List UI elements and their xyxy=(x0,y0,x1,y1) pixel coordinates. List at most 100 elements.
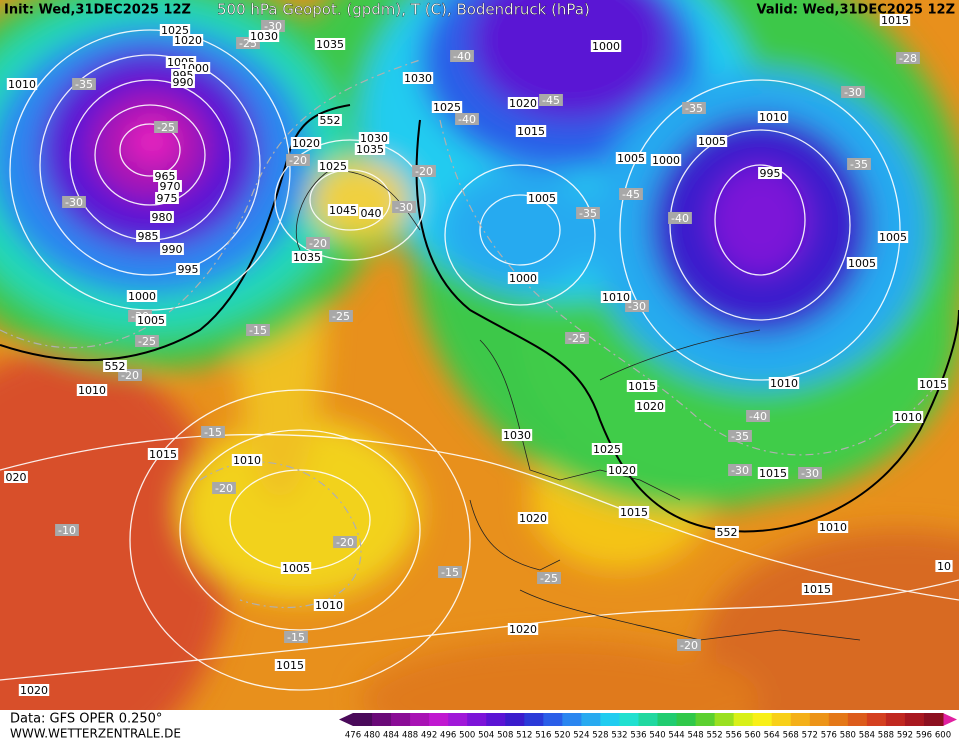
colorbar-swatch xyxy=(562,713,582,726)
pressure-label: 1015 xyxy=(149,448,177,461)
temperature-label: -25 xyxy=(332,310,350,323)
pressure-label-box xyxy=(507,623,539,635)
pressure-label-box xyxy=(176,263,200,275)
valid-time: Valid: Wed,31DEC2025 12Z xyxy=(756,3,955,18)
pressure-label-box xyxy=(313,599,345,611)
colorbar-swatch xyxy=(904,713,925,726)
colorbar-label: 520 xyxy=(554,731,570,741)
pressure-label-box xyxy=(231,454,263,466)
temperature-label: -40 xyxy=(453,50,471,63)
pressure-label: 1005 xyxy=(848,257,876,270)
pressure-label-box xyxy=(153,170,177,182)
temperature-label: -35 xyxy=(731,430,749,443)
pressure-label: 1005 xyxy=(617,152,645,165)
pressure-label: 1020 xyxy=(509,623,537,636)
pressure-label: 980 xyxy=(152,211,173,224)
temperature-label-box xyxy=(154,121,178,133)
colorbar-label: 528 xyxy=(592,731,608,741)
isoline-label: 552 xyxy=(105,360,126,373)
pressure-label-box xyxy=(274,659,306,671)
pressure-label-box xyxy=(758,167,782,179)
pressure-label: 990 xyxy=(173,76,194,89)
temperature-label-box xyxy=(682,102,706,114)
colorbar-label: 588 xyxy=(878,731,894,741)
colorbar-label: 552 xyxy=(706,731,722,741)
temperature-label-box xyxy=(333,536,357,548)
temperature-label: -45 xyxy=(622,188,640,201)
temperature-label: -20 xyxy=(121,369,139,382)
temperature-label: -20 xyxy=(309,237,327,250)
pressure-label: 1010 xyxy=(819,521,847,534)
colorbar-swatch xyxy=(372,713,392,726)
pressure-label-box xyxy=(314,38,346,50)
pressure-label-box xyxy=(501,429,533,441)
pressure-label: 1035 xyxy=(293,251,321,264)
colorbar-swatch xyxy=(600,713,620,726)
temperature-label: -20 xyxy=(336,536,354,549)
pressure-label: 1015 xyxy=(881,14,909,27)
pressure-label-box xyxy=(801,583,833,595)
temperature-label-box xyxy=(565,332,589,344)
temperature-label-box xyxy=(62,196,86,208)
colorbar-label: 512 xyxy=(516,731,532,741)
temperature-label: -20 xyxy=(415,165,433,178)
coastlines xyxy=(296,169,861,641)
colorbar-label: 584 xyxy=(859,731,875,741)
colorbar-swatch xyxy=(429,713,449,726)
pressure-label-box xyxy=(76,384,108,396)
pressure-label: 1015 xyxy=(628,380,656,393)
temperature-label: -15 xyxy=(204,426,222,439)
pressure-label-box xyxy=(431,101,463,113)
pressure-label-box xyxy=(650,154,682,166)
pressure-label-box xyxy=(877,231,909,243)
pressure-label-box xyxy=(618,506,650,518)
colorbar-swatch xyxy=(847,713,868,726)
pressure-label: 965 xyxy=(155,170,176,183)
pressure-label: 1020 xyxy=(174,34,202,47)
colorbar-swatch xyxy=(353,713,373,726)
temperature-label-box xyxy=(455,113,479,125)
colorbar-label: 524 xyxy=(573,731,589,741)
pressure-label-box xyxy=(280,562,312,574)
pressure-label: 1000 xyxy=(592,40,620,53)
pressure-label-box xyxy=(507,272,539,284)
temperature-label-box xyxy=(261,20,285,32)
temperature-label-box xyxy=(412,165,436,177)
pressure-label: 1030 xyxy=(250,30,278,43)
colorbar-swatch xyxy=(448,713,468,726)
pressure-label: 1015 xyxy=(803,583,831,596)
temperature-label-box xyxy=(392,201,416,213)
colorbar-swatch xyxy=(771,713,792,726)
temperature-label-box xyxy=(537,572,561,584)
pressure-label-box xyxy=(591,443,623,455)
init-time: Init: Wed,31DEC2025 12Z xyxy=(4,3,191,18)
colorbar-swatch xyxy=(828,713,849,726)
pressure-label-box xyxy=(917,378,949,390)
colorbar-swatch xyxy=(581,713,601,726)
pressure-label-box xyxy=(358,132,390,144)
pressure-label-box xyxy=(590,40,622,52)
colorbar-label: 572 xyxy=(802,731,818,741)
pressure-label: 1015 xyxy=(919,378,947,391)
pressure-label-box xyxy=(327,204,359,216)
colorbar-swatch xyxy=(657,713,678,726)
colorbar-label: 492 xyxy=(421,731,437,741)
temperature-label: -25 xyxy=(540,572,558,585)
pressure-label-box xyxy=(160,243,184,255)
temperature-label-box xyxy=(72,78,96,90)
colorbar-label: 532 xyxy=(611,731,627,741)
isoline-label-box xyxy=(103,360,127,372)
colorbar-swatch xyxy=(866,713,887,726)
pressure-label-box xyxy=(4,471,28,483)
pressure-label: 1020 xyxy=(509,97,537,110)
temperature-label: -20 xyxy=(215,482,233,495)
temperature-label-box xyxy=(576,207,600,219)
isoline-label: 552 xyxy=(717,526,738,539)
pressure-label: 1015 xyxy=(517,125,545,138)
temperature-label-box xyxy=(329,310,353,322)
temperature-label-box xyxy=(55,524,79,536)
pressure-label: 1020 xyxy=(292,137,320,150)
pressure-label: 1015 xyxy=(276,659,304,672)
